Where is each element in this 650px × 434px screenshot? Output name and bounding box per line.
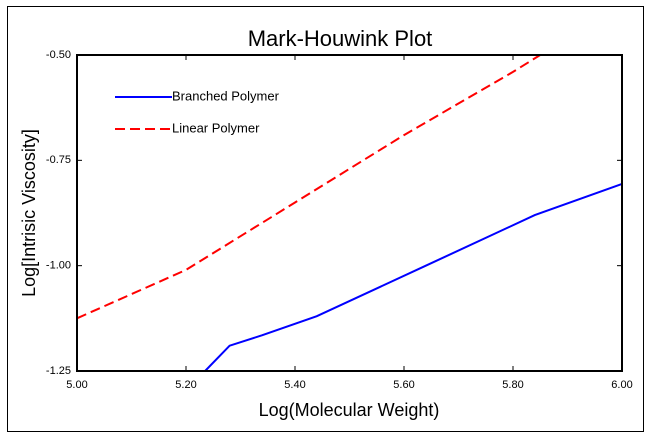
x-tick-label: 5.60 <box>393 379 414 391</box>
series-line <box>76 54 541 320</box>
plot-area <box>76 54 623 372</box>
x-tick-label: 5.00 <box>66 379 87 391</box>
frame <box>7 6 644 432</box>
series-line <box>164 182 623 372</box>
x-tick-label: 5.80 <box>502 379 523 391</box>
x-tick-label: 6.00 <box>611 379 632 391</box>
x-axis-label: Log(Molecular Weight) <box>259 400 440 420</box>
y-tick-label: -1.25 <box>46 365 71 377</box>
y-tick-label: -0.75 <box>46 154 71 166</box>
x-tick-label: 5.40 <box>284 379 305 391</box>
legend-label: Branched Polymer <box>172 88 280 103</box>
legend-label: Linear Polymer <box>172 120 260 135</box>
y-tick-label: -1.00 <box>46 260 71 272</box>
x-tick-label: 5.20 <box>175 379 196 391</box>
y-axis-label: Log[Intrisic Viscosity] <box>19 129 39 297</box>
chart-title: Mark-Houwink Plot <box>248 26 433 51</box>
y-tick-label: -0.50 <box>46 49 71 61</box>
